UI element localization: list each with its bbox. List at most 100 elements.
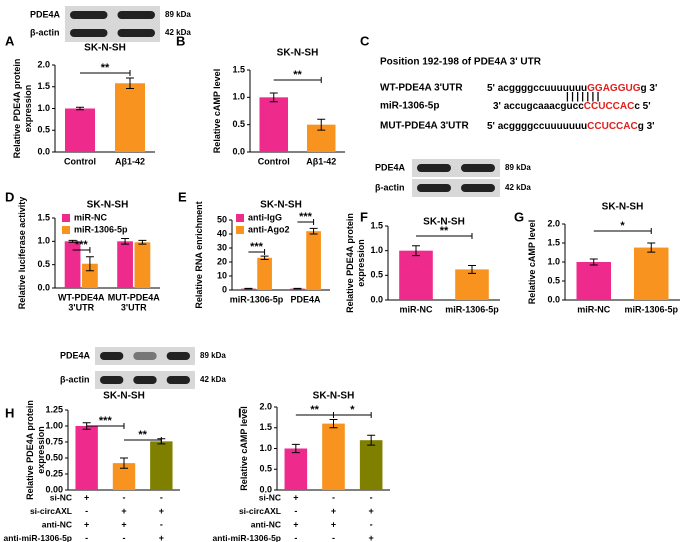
- bar: [134, 242, 151, 288]
- y-tick-label: 1.0: [259, 443, 272, 453]
- treatment-sign: +: [293, 519, 298, 529]
- y-tick-label: 1.5: [547, 237, 560, 247]
- blot-size: 89 kDa: [505, 163, 531, 172]
- chart-title: SK-N-SH: [602, 202, 644, 213]
- y-tick-label: 20: [217, 256, 227, 266]
- significance-label: ***: [250, 241, 264, 253]
- seq-part: GGAGGUG: [587, 83, 641, 94]
- y-tick-label: 0.5: [547, 275, 560, 285]
- error-bar: [647, 242, 656, 253]
- blot-band: [133, 352, 157, 360]
- y-tick-label: 1.0: [232, 92, 245, 102]
- x-tick-label: miR-NC: [400, 304, 433, 314]
- blot-size: 42 kDa: [165, 28, 191, 37]
- error-bar: [85, 256, 94, 272]
- blot-strip: [65, 24, 160, 42]
- blot-band: [70, 11, 108, 19]
- bar: [284, 448, 308, 490]
- chart-title: SK-N-SH: [260, 200, 302, 211]
- seq-part: CCUCCAC: [584, 101, 635, 112]
- blot-label: PDE4A: [30, 9, 61, 19]
- error-bar: [589, 258, 598, 266]
- y-tick-label: 1.0: [37, 236, 50, 246]
- bar: [306, 231, 321, 290]
- treatment-sign: -: [332, 533, 335, 542]
- y-tick-label: 1.0: [547, 256, 560, 266]
- y-tick-label: 0.5: [259, 464, 272, 474]
- x-tick-label: miR-NC: [577, 304, 610, 314]
- blot-band: [461, 184, 495, 192]
- treatment-sign: -: [370, 492, 373, 502]
- y-tick-label: 0.5: [232, 119, 245, 129]
- treatment-sign: +: [331, 519, 336, 529]
- bar: [322, 423, 345, 490]
- blot-band: [417, 164, 451, 172]
- y-tick-label: 0.0: [37, 282, 50, 292]
- seq-part: 3' accugcaaacgucc: [493, 101, 584, 112]
- blot-label: β-actin: [30, 27, 60, 37]
- y-tick-label: 0.5: [37, 259, 50, 269]
- legend-swatch: [62, 226, 70, 234]
- panel-letter: E: [178, 189, 187, 204]
- significance-bracket: [333, 412, 372, 418]
- x-tick-label: Control: [64, 156, 96, 166]
- seq: 5' acggggccuuuuuuuCCUCCACg 3': [487, 121, 655, 132]
- seq-part: g 3': [641, 83, 658, 94]
- y-tick-label: 0.25: [45, 468, 63, 478]
- bar: [634, 247, 669, 300]
- blot-label: PDE4A: [60, 350, 91, 360]
- significance-label: **: [310, 404, 319, 416]
- y-axis-label-line: Relative luciferase activity: [17, 197, 27, 310]
- chart-title: SK-N-SH: [313, 391, 355, 402]
- blot-band: [117, 11, 155, 19]
- blot-size: 42 kDa: [505, 183, 531, 192]
- y-axis-label-line: Relative RNA enrichment: [194, 201, 204, 308]
- treatment-sign: +: [84, 492, 89, 502]
- y-axis-label: Relative PDE4A proteinexpression: [25, 400, 46, 500]
- error-bar: [329, 418, 338, 429]
- blot-size: 42 kDa: [200, 375, 226, 384]
- x-tick-label: miR-1306-5p: [230, 294, 284, 304]
- significance-bracket: [124, 437, 162, 443]
- x-tick-label: 3'UTR: [121, 302, 147, 312]
- blot-label: β-actin: [375, 182, 405, 192]
- error-bar: [121, 238, 130, 245]
- treatment-name: anti-NC: [251, 519, 281, 529]
- y-tick-label: 0.75: [45, 436, 63, 446]
- treatment-sign: +: [159, 533, 164, 542]
- error-bar: [367, 434, 376, 446]
- error-bar: [317, 118, 326, 131]
- seq: 3' accugcaaacguccCCUCCACc 5': [493, 101, 651, 112]
- panel-letter: I: [238, 405, 242, 420]
- significance-label: **: [138, 429, 147, 441]
- y-tick-label: 0.5: [370, 270, 383, 280]
- bar: [399, 250, 433, 300]
- treatment-name: anti-NC: [42, 519, 72, 529]
- legend-label: anti-Ago2: [248, 224, 290, 234]
- y-axis-label: Relative luciferase activity: [17, 197, 27, 310]
- panel-letter: D: [5, 189, 14, 204]
- chart-title: SK-N-SH: [277, 48, 319, 59]
- y-tick-label: 0.50: [45, 452, 63, 462]
- panel-letter: C: [360, 33, 370, 48]
- error-bar: [412, 245, 420, 257]
- bar: [117, 241, 133, 288]
- bar: [150, 441, 173, 490]
- treatment-sign: -: [123, 533, 126, 542]
- y-tick-label: 0.0: [37, 146, 50, 156]
- blot-band: [417, 184, 451, 192]
- x-tick-label: PDE4A: [290, 294, 321, 304]
- treatment-sign: +: [121, 506, 126, 516]
- blot-label: β-actin: [60, 374, 90, 384]
- seq-name: WT-PDE4A 3'UTR: [380, 83, 463, 94]
- error-bar: [120, 457, 128, 469]
- bar: [82, 263, 98, 288]
- error-bar: [293, 287, 302, 290]
- y-axis-label-line: expression: [356, 239, 366, 287]
- significance-bracket: [273, 77, 322, 83]
- seq-part: c 5': [634, 101, 650, 112]
- y-tick-label: 10: [217, 270, 227, 280]
- y-axis-label: Relative PDE4A proteinexpression: [345, 213, 366, 313]
- treatment-sign: -: [332, 492, 335, 502]
- significance-label: *: [350, 404, 355, 416]
